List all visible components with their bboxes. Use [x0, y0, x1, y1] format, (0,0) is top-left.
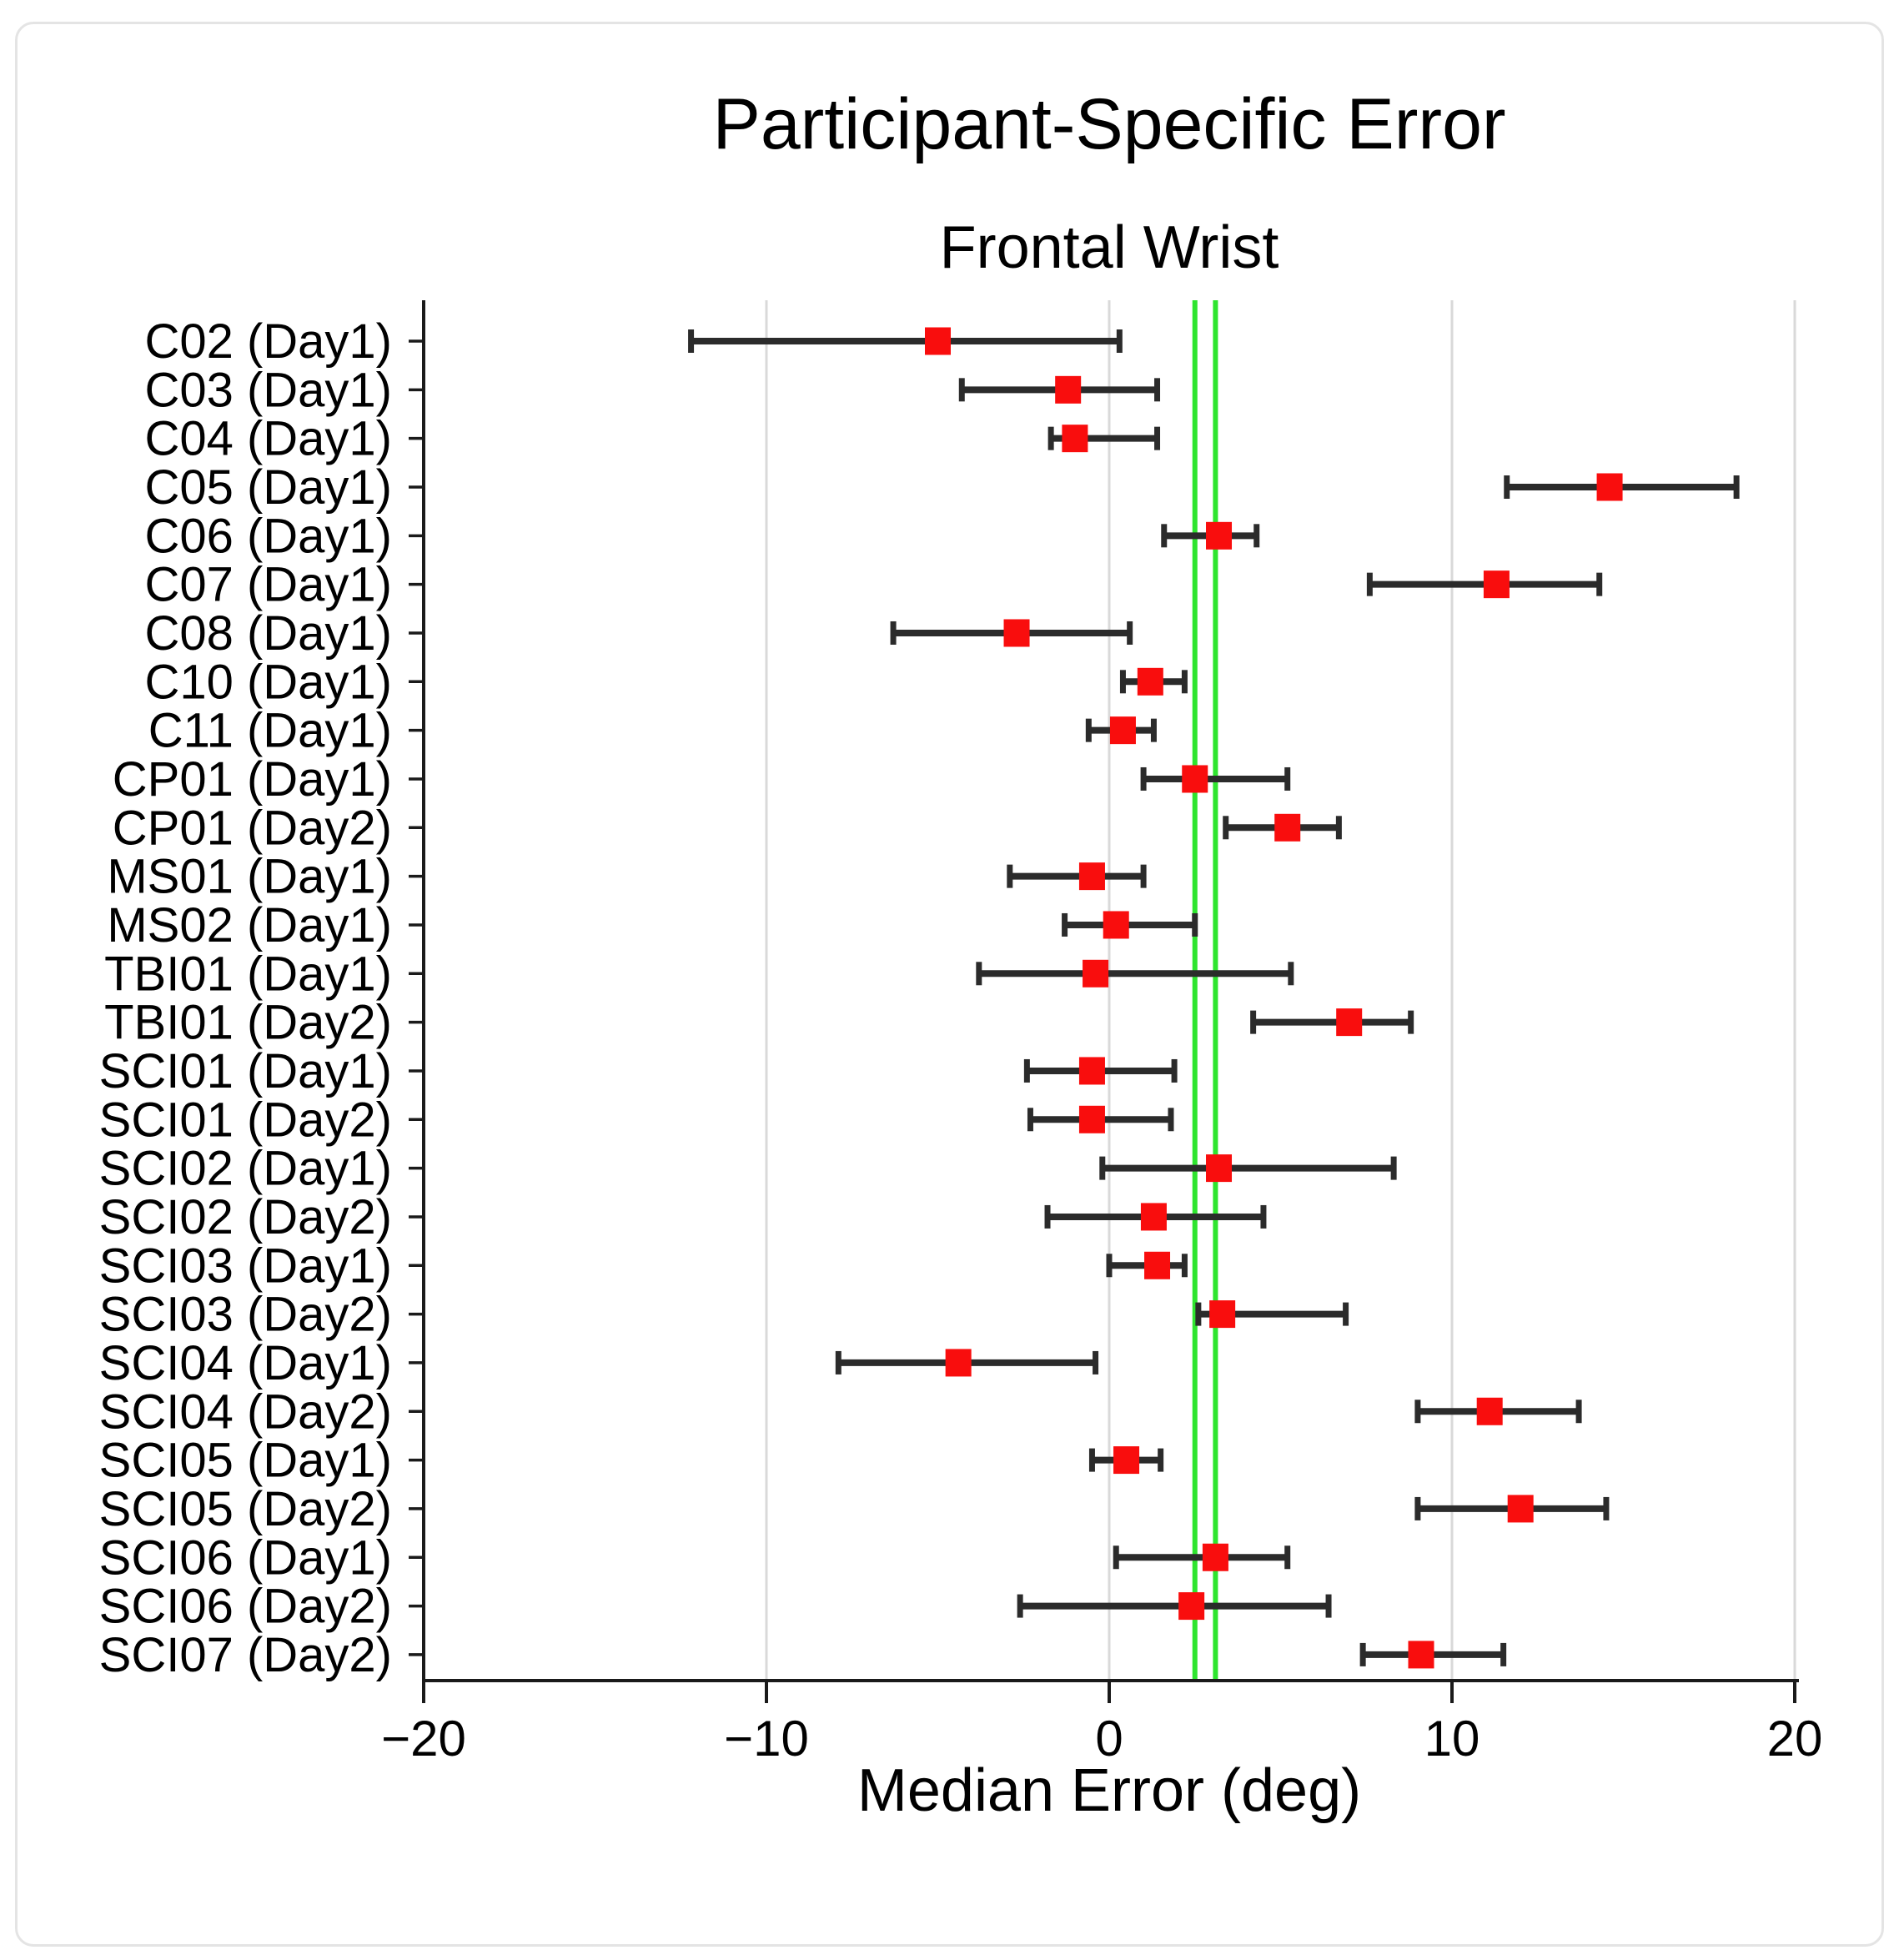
- median-marker: [1137, 667, 1163, 696]
- y-category-label: C05 (Day1): [144, 460, 392, 515]
- chart-title: Participant-Specific Error: [712, 84, 1506, 164]
- median-marker: [945, 1349, 972, 1377]
- median-marker: [1408, 1641, 1434, 1669]
- x-tick-label: −10: [724, 1711, 809, 1767]
- median-marker: [1483, 570, 1510, 599]
- median-marker: [1055, 375, 1082, 404]
- y-category-label: C11 (Day1): [148, 704, 392, 758]
- median-marker: [1209, 1300, 1236, 1329]
- median-marker: [1182, 765, 1208, 793]
- median-marker: [1003, 619, 1030, 647]
- y-category-label: C04 (Day1): [144, 412, 392, 466]
- y-category-label: C02 (Day1): [144, 314, 392, 369]
- median-marker: [1206, 1154, 1233, 1183]
- median-marker: [1083, 959, 1109, 988]
- y-category-label: MS01 (Day1): [107, 850, 392, 904]
- median-marker: [1274, 813, 1301, 842]
- median-marker: [1109, 716, 1136, 745]
- median-marker: [1178, 1592, 1205, 1621]
- median-marker: [1144, 1251, 1171, 1279]
- y-category-label: SCI02 (Day2): [99, 1190, 392, 1244]
- median-marker: [1062, 425, 1088, 453]
- y-category-label: SCI07 (Day2): [99, 1628, 392, 1682]
- y-category-label: SCI06 (Day1): [99, 1530, 392, 1585]
- y-category-label: C06 (Day1): [144, 509, 392, 563]
- y-category-label: SCI03 (Day1): [99, 1239, 392, 1293]
- x-tick-label: 20: [1767, 1711, 1823, 1767]
- x-tick-label: 0: [1095, 1711, 1123, 1767]
- y-category-label: C03 (Day1): [144, 363, 392, 417]
- median-marker: [1078, 1105, 1105, 1133]
- x-tick-label: 10: [1424, 1711, 1480, 1767]
- median-marker: [1078, 1057, 1105, 1085]
- x-axis-label: Median Error (deg): [857, 1757, 1362, 1824]
- median-marker: [1476, 1397, 1503, 1425]
- y-category-label: SCI04 (Day2): [99, 1385, 392, 1439]
- median-marker: [925, 327, 951, 355]
- median-marker: [1103, 911, 1129, 939]
- median-marker: [1206, 521, 1233, 550]
- median-marker: [1336, 1008, 1363, 1037]
- median-marker: [1078, 862, 1105, 891]
- y-category-label: CP01 (Day1): [113, 752, 392, 807]
- x-tick-label: −20: [381, 1711, 466, 1767]
- median-marker: [1507, 1495, 1534, 1523]
- y-category-label: SCI05 (Day2): [99, 1482, 392, 1536]
- median-marker: [1596, 473, 1623, 501]
- chart-subtitle: Frontal Wrist: [939, 214, 1279, 281]
- median-marker: [1202, 1543, 1228, 1571]
- y-category-label: SCI03 (Day2): [99, 1288, 392, 1342]
- y-category-label: MS02 (Day1): [107, 898, 392, 952]
- y-category-label: SCI04 (Day1): [99, 1336, 392, 1390]
- y-category-label: SCI06 (Day2): [99, 1580, 392, 1634]
- y-category-label: C07 (Day1): [144, 558, 392, 612]
- median-marker: [1140, 1203, 1167, 1231]
- y-category-label: TBI01 (Day2): [104, 996, 392, 1050]
- y-category-label: C10 (Day1): [144, 655, 392, 709]
- y-category-label: C08 (Day1): [144, 606, 392, 661]
- y-category-label: SCI01 (Day1): [99, 1044, 392, 1098]
- y-category-label: TBI01 (Day1): [104, 947, 392, 1001]
- y-category-label: SCI01 (Day2): [99, 1093, 392, 1147]
- median-marker: [1113, 1446, 1140, 1475]
- y-category-label: SCI02 (Day1): [99, 1142, 392, 1196]
- y-category-label: SCI05 (Day1): [99, 1434, 392, 1488]
- y-category-label: CP01 (Day2): [113, 801, 392, 855]
